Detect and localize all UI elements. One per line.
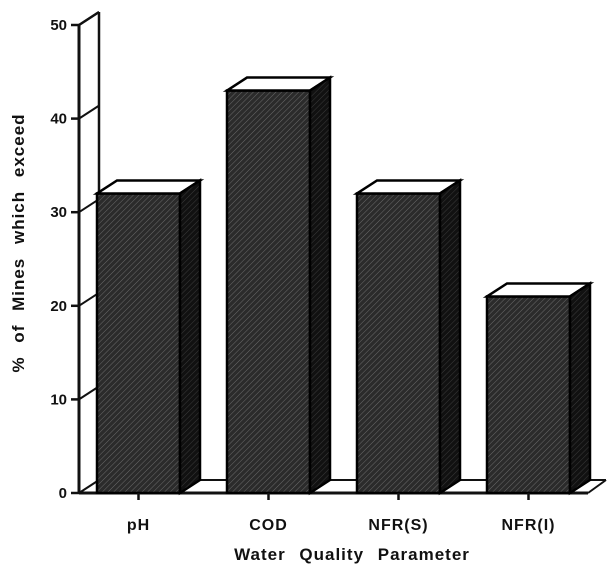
bar-front-face (225, 89, 312, 495)
bar-side-face (178, 178, 202, 496)
bar-front-face (355, 192, 442, 495)
bar-front-face (485, 295, 572, 495)
x-category-label: NFR(I) (502, 517, 556, 534)
y-tick-label: 30 (50, 204, 67, 221)
y-tick-label: 20 (50, 298, 67, 315)
y-tick-depth (78, 291, 100, 307)
x-axis-title: Water Quality Parameter (234, 545, 470, 564)
x-category-label: COD (249, 517, 288, 534)
y-tick-label: 10 (50, 391, 67, 408)
y-tick-label: 40 (50, 111, 67, 128)
bar-series (92, 75, 595, 496)
y-axis-title: % of Mines which exceed (9, 113, 28, 372)
y-tick-depth (78, 11, 100, 26)
y-tick-label: 0 (59, 485, 67, 502)
bar-side-face (438, 178, 462, 496)
y-tick-label: 50 (50, 17, 67, 34)
x-axis-categories: pH COD NFR(S) NFR(I) (127, 493, 556, 534)
bar-side-face (308, 75, 332, 496)
y-tick-depth (78, 104, 100, 120)
bar (352, 178, 465, 496)
x-category-label: NFR(S) (368, 517, 428, 534)
floor-right-line (587, 479, 607, 494)
bar-front-face (95, 192, 182, 495)
y-tick-depth (78, 198, 100, 214)
bar-side-face (568, 281, 592, 496)
y-tick-depth (78, 385, 100, 401)
bar (222, 75, 335, 496)
bar (92, 178, 205, 496)
y-axis-ticks: 0 10 20 30 40 50 (50, 11, 100, 502)
y-tick-depth (78, 479, 100, 494)
x-category-label: pH (127, 517, 150, 534)
bar (482, 281, 595, 496)
